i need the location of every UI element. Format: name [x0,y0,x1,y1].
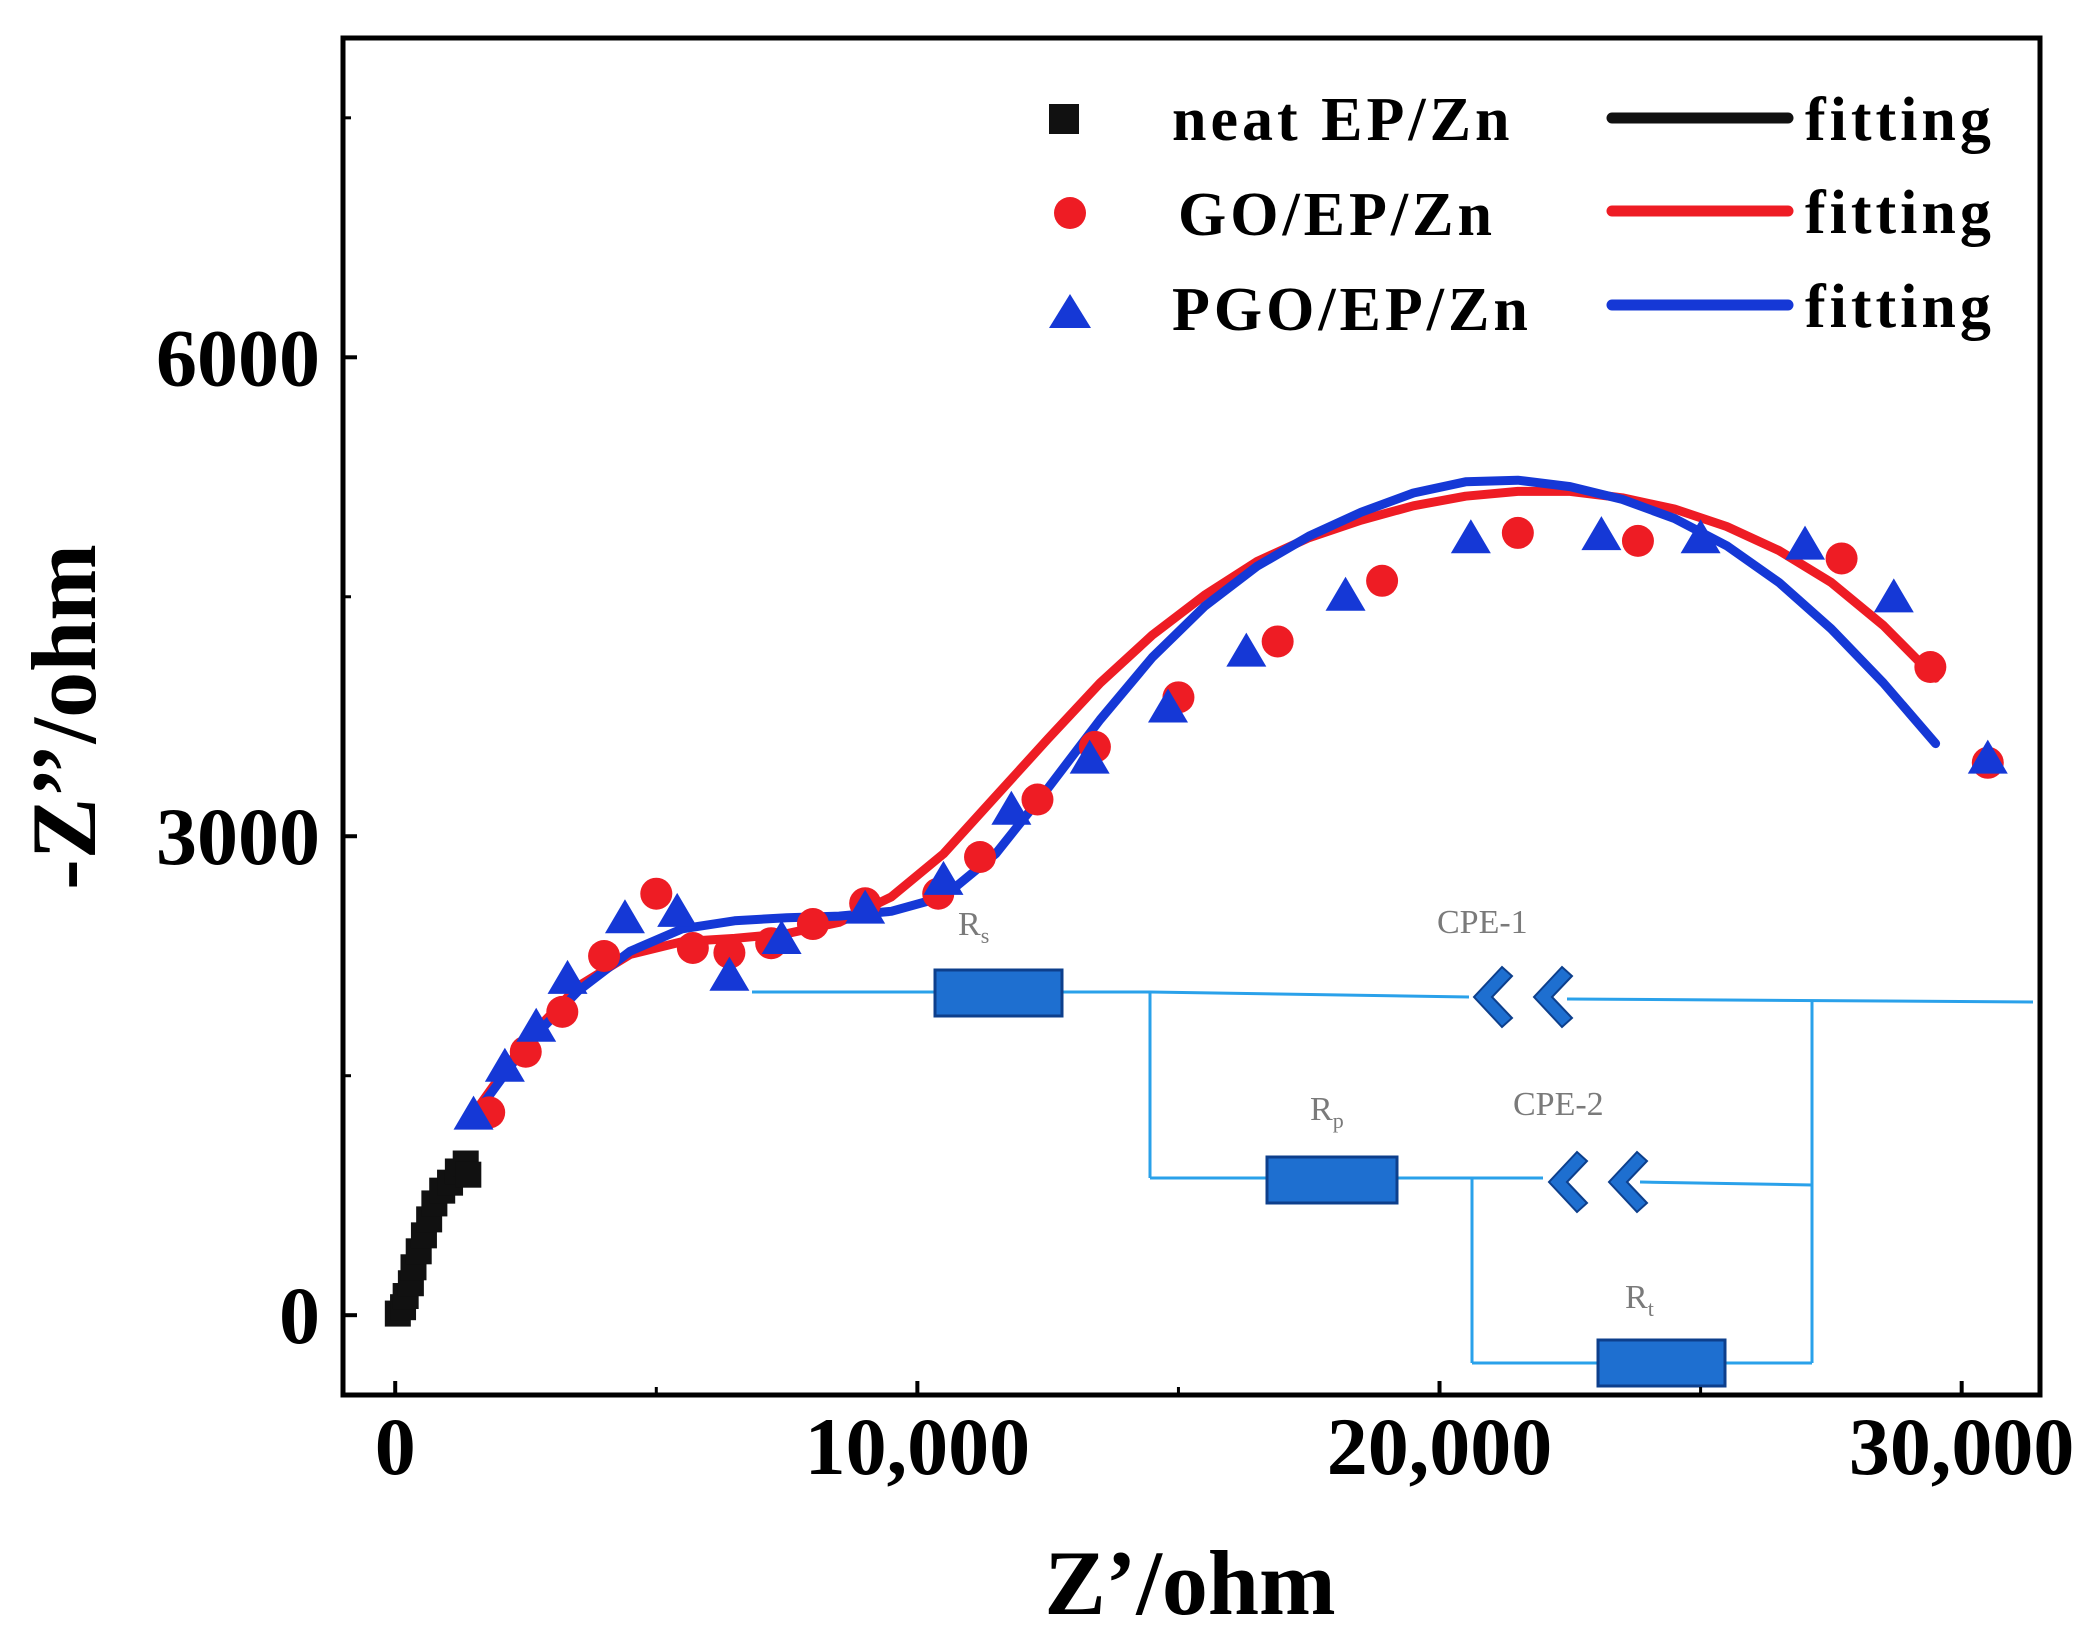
data-point-go [1501,516,1534,549]
x-tick-label-0: 0 [375,1401,416,1492]
data-point-go [1914,651,1947,684]
cpe1-label: CPE-1 [1437,904,1528,941]
data-point-go [676,931,709,964]
data-point-go [796,908,829,941]
data-point-go [964,840,997,873]
rs-sub: s [981,923,990,948]
data-point-pgo [453,1095,494,1130]
data-point-pgo [1450,519,1491,554]
x-tick-labels: 0 10,000 20,000 30,000 [375,1401,2075,1492]
legend-label-neat: neat EP/Zn [1172,86,1513,154]
cpe2-element: CPE-2 [1513,1086,1649,1214]
data-point-go [1366,564,1399,597]
resistor-rs: Rs [933,906,1064,1018]
data-point-pgo [1069,739,1110,774]
axis-ticks [343,116,1964,1395]
data-point-go [640,877,673,910]
data-point-pgo [1873,578,1914,613]
legend-fit-label-neat: fitting [1805,86,1995,154]
data-point-pgo [657,892,698,927]
y-tick-label-6000: 6000 [156,312,320,403]
legend-label-pgo: PGO/EP/Zn [1172,276,1532,344]
y-tick-label-0: 0 [279,1270,320,1361]
rp-label: R [1310,1091,1333,1128]
data-point-pgo [1785,525,1826,560]
svg-text:Rs: Rs [958,906,989,948]
data-point-pgo [709,956,750,991]
data-point-pgo [547,959,588,994]
resistor-rp: Rp [1265,1091,1399,1205]
x-tick-label-10000: 10,000 [805,1401,1031,1492]
data-point-pgo [1680,519,1721,554]
data-point-pgo [1967,739,2008,774]
rt-sub: t [1648,1296,1654,1321]
data-point-pgo [1226,632,1267,667]
data-point-pgo [845,889,886,924]
cpe2-label: CPE-2 [1513,1086,1604,1123]
data-point-pgo [1148,688,1189,723]
y-axis-title: -Z’’/ohm [13,544,115,890]
series-go-ep-zn-1 [473,516,2004,1129]
cpe1-element: CPE-1 [1437,904,1574,1029]
plot-frame [340,35,2043,1398]
legend-label-go: GO/EP/Zn [1178,181,1496,249]
rp-sub: p [1333,1108,1344,1133]
data-point-go [1021,783,1054,816]
legend-fit-label-go: fitting [1805,179,1995,247]
fit-line-4 [469,486,1941,1119]
data-point-pgo [604,899,645,934]
y-tick-labels: 0 3000 6000 [156,312,320,1361]
data-point-pgo [484,1047,525,1082]
series-pgo-ep-zn-2 [453,516,2008,1130]
data-point-go [1621,524,1654,557]
data-point-go [588,939,621,972]
equivalent-circuit-inset: Rs CPE-1 Rp CPE-2 Rt [752,904,2034,1388]
svg-text:Rp: Rp [1310,1091,1344,1133]
data-point-neat [455,1161,482,1188]
data-point-go [509,1035,542,1068]
rt-label: R [1625,1279,1648,1316]
y-tick-label-3000: 3000 [156,791,320,882]
series-layer [384,475,2008,1327]
series-fitting-4 [469,486,1941,1119]
data-point-pgo [1581,516,1622,551]
x-tick-label-30000: 30,000 [1849,1401,2075,1492]
rs-label: R [958,906,981,943]
data-point-pgo [1325,576,1366,611]
legend-fit-label-pgo: fitting [1805,273,1995,341]
series-fitting-5 [469,475,1941,1122]
data-point-pgo [761,920,802,955]
series-neat-ep-zn-0 [384,1150,482,1327]
resistor-rt: Rt [1596,1279,1727,1388]
fit-line-5 [469,475,1941,1122]
data-point-pgo [991,790,1032,825]
x-tick-label-20000: 20,000 [1327,1401,1553,1492]
svg-text:Rt: Rt [1625,1279,1654,1321]
x-axis-title: Z’/ohm [1044,1532,1335,1633]
data-point-go [546,995,579,1028]
data-point-pgo [516,1007,557,1042]
data-point-go [1261,625,1294,658]
legend-marker-pgo [1049,294,1091,328]
data-point-go [713,936,746,969]
data-point-go [1825,542,1858,575]
data-point-pgo [923,860,964,895]
legend-marker-neat [1049,104,1079,134]
legend-marker-go [1054,197,1086,229]
legend: neat EP/Zn fitting GO/EP/Zn fitting PGO/… [1049,86,1995,344]
